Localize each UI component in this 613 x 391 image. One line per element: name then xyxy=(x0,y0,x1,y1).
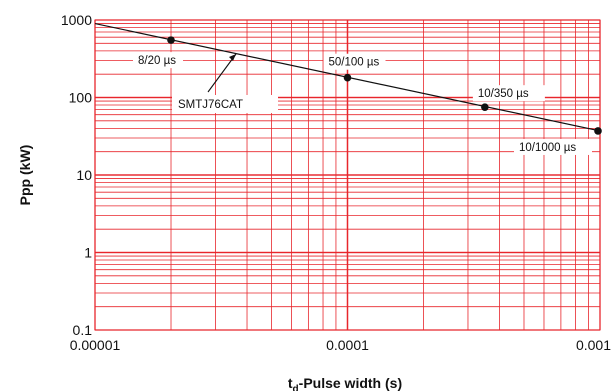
data-point xyxy=(343,73,352,82)
y-tick-label: 1 xyxy=(84,245,92,261)
data-point xyxy=(594,127,602,135)
data-marks: 8/20 µs 50/100 µs 10/350 µs 10/1000 µs xyxy=(133,36,602,155)
x-tick-label: 0.001 xyxy=(576,337,611,353)
x-axis-title-subscript: d xyxy=(293,384,299,391)
data-label: 8/20 µs xyxy=(138,55,176,67)
data-label-box xyxy=(514,138,592,155)
data-label-box xyxy=(133,52,184,69)
y-tick-label: 0.1 xyxy=(73,322,93,338)
x-axis-title-prefix: t xyxy=(288,375,293,391)
data-point xyxy=(481,103,489,111)
tick-labels: 0.1 1 10 100 1000 0.00001 0.0001 0.001 xyxy=(61,12,611,353)
data-point xyxy=(167,36,175,44)
x-tick-label: 0.00001 xyxy=(70,337,121,353)
x-axis-title: td-Pulse width (s) xyxy=(288,375,402,391)
grid xyxy=(94,19,601,331)
data-label: 10/350 µs xyxy=(478,88,529,100)
data-label-box xyxy=(472,85,545,102)
plot-frame xyxy=(94,19,601,331)
data-label: 50/100 µs xyxy=(329,57,380,69)
series-name-label: SMTJ76CAT xyxy=(178,99,243,111)
data-label: 10/1000 µs xyxy=(519,142,576,154)
y-tick-label: 10 xyxy=(76,167,92,183)
series-callout-arrow-line xyxy=(207,53,237,93)
x-tick-label: 0.0001 xyxy=(326,337,369,353)
data-label-box xyxy=(323,53,386,70)
x-axis-title-text: -Pulse width (s) xyxy=(299,375,402,391)
series-callout-arrowhead xyxy=(229,54,236,61)
y-tick-label: 1000 xyxy=(61,12,92,28)
y-tick-label: 100 xyxy=(69,90,93,106)
series-callout-box xyxy=(172,95,278,113)
y-axis-title: Ppp (kW) xyxy=(17,145,33,206)
